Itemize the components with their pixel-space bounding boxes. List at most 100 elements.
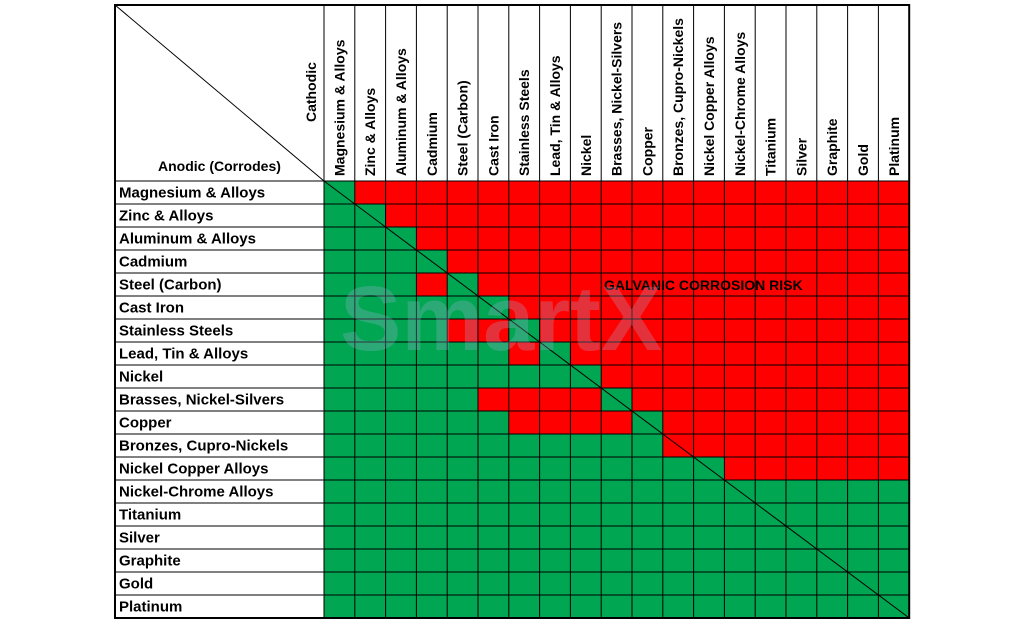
cell-15-6: [508, 526, 540, 549]
cell-6-12: [693, 319, 725, 342]
cell-13-15: [786, 480, 817, 503]
cell-0-18: [878, 181, 910, 204]
cell-15-14: [755, 526, 786, 549]
cell-11-15: [786, 434, 817, 457]
cell-10-1: [354, 411, 386, 434]
cell-3-14: [755, 250, 786, 273]
cell-10-5: [478, 411, 509, 434]
cell-3-8: [570, 250, 602, 273]
cell-9-2: [385, 388, 417, 411]
cell-16-15: [786, 549, 817, 572]
cell-14-6: [508, 503, 540, 526]
cell-18-5: [478, 595, 509, 618]
cell-7-10: [632, 342, 663, 365]
cell-16-18: [878, 549, 910, 572]
cell-10-14: [755, 411, 786, 434]
cell-6-1: [354, 319, 386, 342]
cell-15-1: [354, 526, 386, 549]
cell-4-7: [539, 273, 571, 296]
cell-12-6: [508, 457, 540, 480]
cell-10-17: [847, 411, 879, 434]
risk-annotation: GALVANIC CORROSION RISK: [604, 277, 803, 293]
row-label: Aluminum & Alloys: [119, 231, 256, 248]
cell-15-2: [385, 526, 417, 549]
cell-11-2: [385, 434, 417, 457]
cell-0-16: [816, 181, 848, 204]
cell-18-14: [755, 595, 786, 618]
cell-13-2: [385, 480, 417, 503]
cell-0-13: [724, 181, 756, 204]
cell-3-2: [385, 250, 417, 273]
cell-8-7: [539, 365, 571, 388]
cell-5-8: [570, 296, 602, 319]
cell-17-6: [508, 572, 540, 595]
cell-2-17: [847, 227, 879, 250]
cell-14-2: [385, 503, 417, 526]
cell-14-11: [662, 503, 694, 526]
cell-3-11: [662, 250, 694, 273]
cell-18-7: [539, 595, 571, 618]
cell-8-18: [878, 365, 910, 388]
column-label: Copper: [639, 126, 655, 176]
cell-13-8: [570, 480, 602, 503]
cell-9-1: [354, 388, 386, 411]
cell-4-8: [570, 273, 602, 296]
cell-6-11: [662, 319, 694, 342]
cell-13-7: [539, 480, 571, 503]
cell-0-5: [478, 181, 509, 204]
cell-6-5: [478, 319, 509, 342]
cell-15-13: [724, 526, 756, 549]
cell-9-3: [416, 388, 448, 411]
cell-12-15: [786, 457, 817, 480]
cell-15-12: [693, 526, 725, 549]
cell-16-2: [385, 549, 417, 572]
cell-1-3: [416, 204, 448, 227]
row-label: Cast Iron: [119, 300, 184, 317]
cell-18-2: [385, 595, 417, 618]
cell-17-1: [354, 572, 386, 595]
cell-2-11: [662, 227, 694, 250]
cell-8-10: [632, 365, 663, 388]
cell-15-8: [570, 526, 602, 549]
cell-4-11: [662, 273, 694, 296]
cell-3-18: [878, 250, 910, 273]
cell-18-12: [693, 595, 725, 618]
cell-2-6: [508, 227, 540, 250]
cell-10-8: [570, 411, 602, 434]
cell-2-12: [693, 227, 725, 250]
cell-6-14: [755, 319, 786, 342]
cell-16-11: [662, 549, 694, 572]
row-label: Silver: [119, 530, 160, 547]
cell-10-18: [878, 411, 910, 434]
cell-11-3: [416, 434, 448, 457]
cell-0-9: [601, 181, 632, 204]
cell-10-11: [662, 411, 694, 434]
cell-11-14: [755, 434, 786, 457]
cell-16-7: [539, 549, 571, 572]
cell-3-15: [786, 250, 817, 273]
cell-7-13: [724, 342, 756, 365]
cell-12-3: [416, 457, 448, 480]
cell-16-9: [601, 549, 632, 572]
cell-6-15: [786, 319, 817, 342]
column-label: Magnesium & Alloys: [331, 39, 347, 176]
cell-5-2: [385, 296, 417, 319]
cell-4-16: [816, 273, 848, 296]
cell-6-8: [570, 319, 602, 342]
cell-7-9: [601, 342, 632, 365]
cell-13-1: [354, 480, 386, 503]
cell-12-16: [816, 457, 848, 480]
cell-4-3: [416, 273, 448, 296]
cell-3-4: [447, 250, 478, 273]
cell-12-9: [601, 457, 632, 480]
cell-10-12: [693, 411, 725, 434]
column-label: Nickel-Chrome Alloys: [732, 32, 748, 176]
cell-7-1: [354, 342, 386, 365]
cell-15-16: [816, 526, 848, 549]
cell-3-13: [724, 250, 756, 273]
heatmap-cells: [324, 181, 910, 618]
cell-13-12: [693, 480, 725, 503]
cell-9-10: [632, 388, 663, 411]
cell-17-18: [878, 572, 910, 595]
row-label: Gold: [119, 576, 153, 593]
